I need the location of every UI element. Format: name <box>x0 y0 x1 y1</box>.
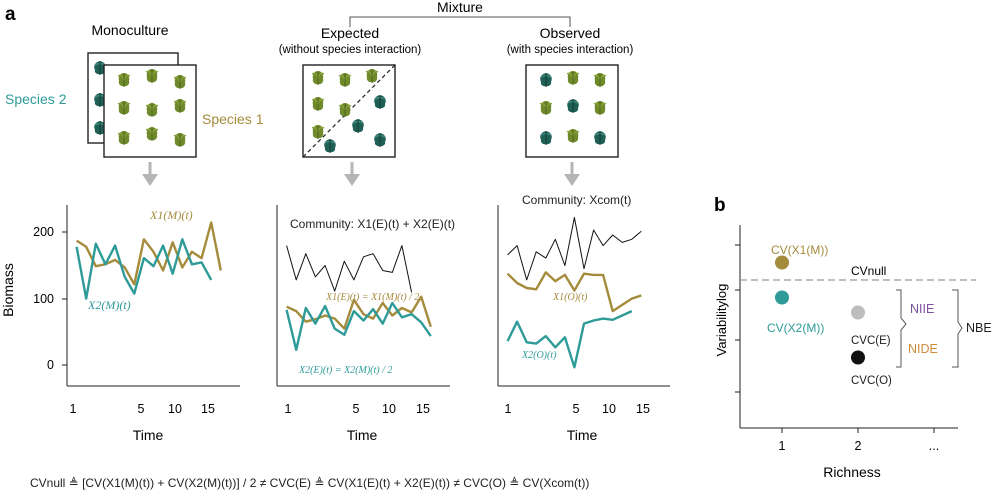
nbe-label: NBE <box>966 321 992 335</box>
svg-text:5: 5 <box>138 402 145 416</box>
plot2-gold-label: X1(E)(t) = X1(M)(t) / 2 <box>325 292 419 303</box>
panel-a-label: a <box>5 4 16 25</box>
down-arrow-icon <box>344 162 360 186</box>
plot2-series-species1-line <box>286 295 432 330</box>
expected-quadrat <box>302 64 396 158</box>
svg-text:1: 1 <box>285 402 292 416</box>
niie-label: NIIE <box>910 302 934 316</box>
svg-text:10: 10 <box>602 402 616 416</box>
nide-label: NIDE <box>908 342 938 356</box>
y-tick: 100 <box>33 292 54 306</box>
variability-label: Variabilitylog <box>714 284 729 357</box>
plot3-series-species2-line <box>506 310 633 369</box>
plot1-series-species2-line <box>75 238 213 300</box>
y-tick: 0 <box>47 358 54 372</box>
down-arrow-icon <box>142 162 158 186</box>
plot1-teal-label: X2(M)(t) <box>87 298 131 312</box>
svg-text:1: 1 <box>70 402 77 416</box>
cv-x2m-label: CV(X2(M)) <box>767 321 824 335</box>
richness-tick: 2 <box>855 439 862 453</box>
richness-label: Richness <box>823 464 881 480</box>
plot3-axes <box>497 205 670 387</box>
cv-co-label: CVC(O) <box>851 375 892 387</box>
mixture-title: Mixture <box>437 0 483 15</box>
svg-text:5: 5 <box>353 402 360 416</box>
cv-point-cv-x1-m- <box>775 255 789 270</box>
panel-b-label: b <box>714 195 726 216</box>
plot2-series-species2-line <box>285 301 432 351</box>
svg-text:15: 15 <box>416 402 430 416</box>
plot1-gold-label: X1(M)(t) <box>149 208 193 222</box>
x-axis-label-plot1: Time <box>133 427 164 443</box>
series-lines <box>75 217 642 369</box>
down-arrow-icons <box>142 162 580 186</box>
cv-points <box>775 255 865 365</box>
cv-ce-label: CVC(E) <box>851 335 891 347</box>
plot3-series-community-line <box>507 217 642 281</box>
observed-quadrat <box>525 64 619 158</box>
plot3-gold-label: X1(O)(t) <box>552 292 588 303</box>
svg-text:10: 10 <box>382 402 396 416</box>
y-axis-label: Biomass <box>0 263 16 317</box>
svg-text:15: 15 <box>636 402 650 416</box>
x-axis-label-plot2: Time <box>347 427 378 443</box>
down-arrow-icon <box>564 162 580 186</box>
monoculture-quadrat-species1 <box>103 64 197 158</box>
svg-text:5: 5 <box>573 402 580 416</box>
plot1-axes: 200 100 0 <box>33 205 240 387</box>
cv-x1m-label: CV(X1(M)) <box>771 243 828 257</box>
plot1-series-species1-line <box>75 221 222 286</box>
bracket-inner <box>896 289 907 368</box>
species1-label: Species 1 <box>202 111 264 127</box>
expected-subtitle: (without species interaction) <box>279 44 422 56</box>
plot2-series-community-line <box>286 245 413 293</box>
cv-point-cvc-e- <box>851 305 865 320</box>
svg-text:15: 15 <box>201 402 215 416</box>
plot3-series-species1-line <box>506 271 642 313</box>
species2-label: Species 2 <box>5 91 67 107</box>
richness-tick: ... <box>929 439 939 453</box>
plot3-community-label: Community: Xcom(t) <box>522 193 631 207</box>
plot2-teal-label: X2(E)(t) = X2(M)(t) / 2 <box>298 365 392 376</box>
svg-text:1: 1 <box>505 402 512 416</box>
mixture-bracket <box>349 16 571 27</box>
x-axis-label-plot3: Time <box>567 427 598 443</box>
observed-subtitle: (with species interaction) <box>507 44 634 56</box>
richness-tick: 1 <box>779 439 786 453</box>
cv-formula: CVnull ≜ [CV(X1(M)(t)) + CV(X2(M)(t))] /… <box>30 476 589 490</box>
cv-point-cvc-o- <box>851 350 865 365</box>
observed-title: Observed <box>540 25 601 41</box>
monoculture-title: Monoculture <box>91 22 168 38</box>
expected-title: Expected <box>321 25 379 41</box>
cv-null-label: CVnull <box>851 264 886 278</box>
bracket-outer <box>952 289 963 368</box>
plot2-axes <box>276 205 450 387</box>
y-tick: 200 <box>33 225 54 239</box>
plot3-teal-label: X2(O)(t) <box>521 350 557 361</box>
panel-b-axes <box>735 225 958 433</box>
cv-point-cv-x2-m- <box>775 290 789 305</box>
svg-text:10: 10 <box>168 402 182 416</box>
x-ticks: 1 5 10 15 1 5 10 15 1 5 10 15 <box>70 402 650 416</box>
plot2-community-label: Community: X1(E)(t) + X2(E)(t) <box>290 217 455 231</box>
